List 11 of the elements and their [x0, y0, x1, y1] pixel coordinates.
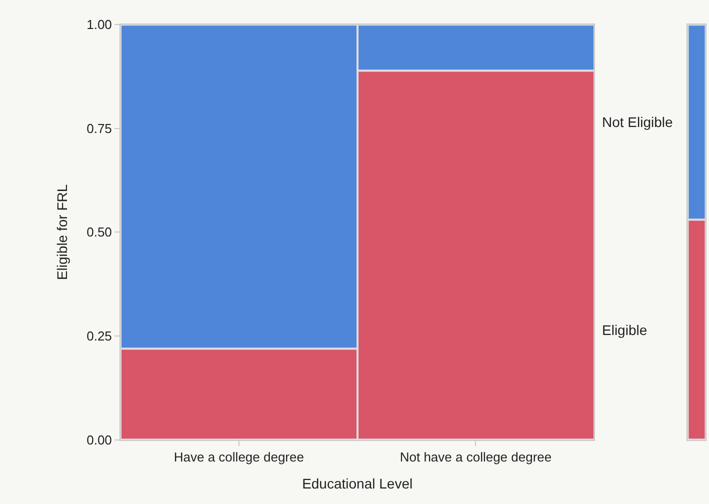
- y-tick-label: 0.00: [86, 432, 112, 448]
- y-tick-label: 0.25: [86, 328, 112, 344]
- x-axis-title: Educational Level: [302, 476, 413, 492]
- series-label: Eligible: [602, 322, 648, 338]
- x-tick-label: Not have a college degree: [400, 449, 552, 464]
- y-tick-label: 0.75: [86, 120, 112, 136]
- y-axis-title: Eligible for FRL: [54, 184, 70, 280]
- x-tick-label: Have a college degree: [174, 449, 304, 464]
- text: Not Eligible: [602, 114, 674, 130]
- y-tick-label: 0.50: [86, 224, 112, 240]
- y-tick-label: 1.00: [86, 17, 112, 32]
